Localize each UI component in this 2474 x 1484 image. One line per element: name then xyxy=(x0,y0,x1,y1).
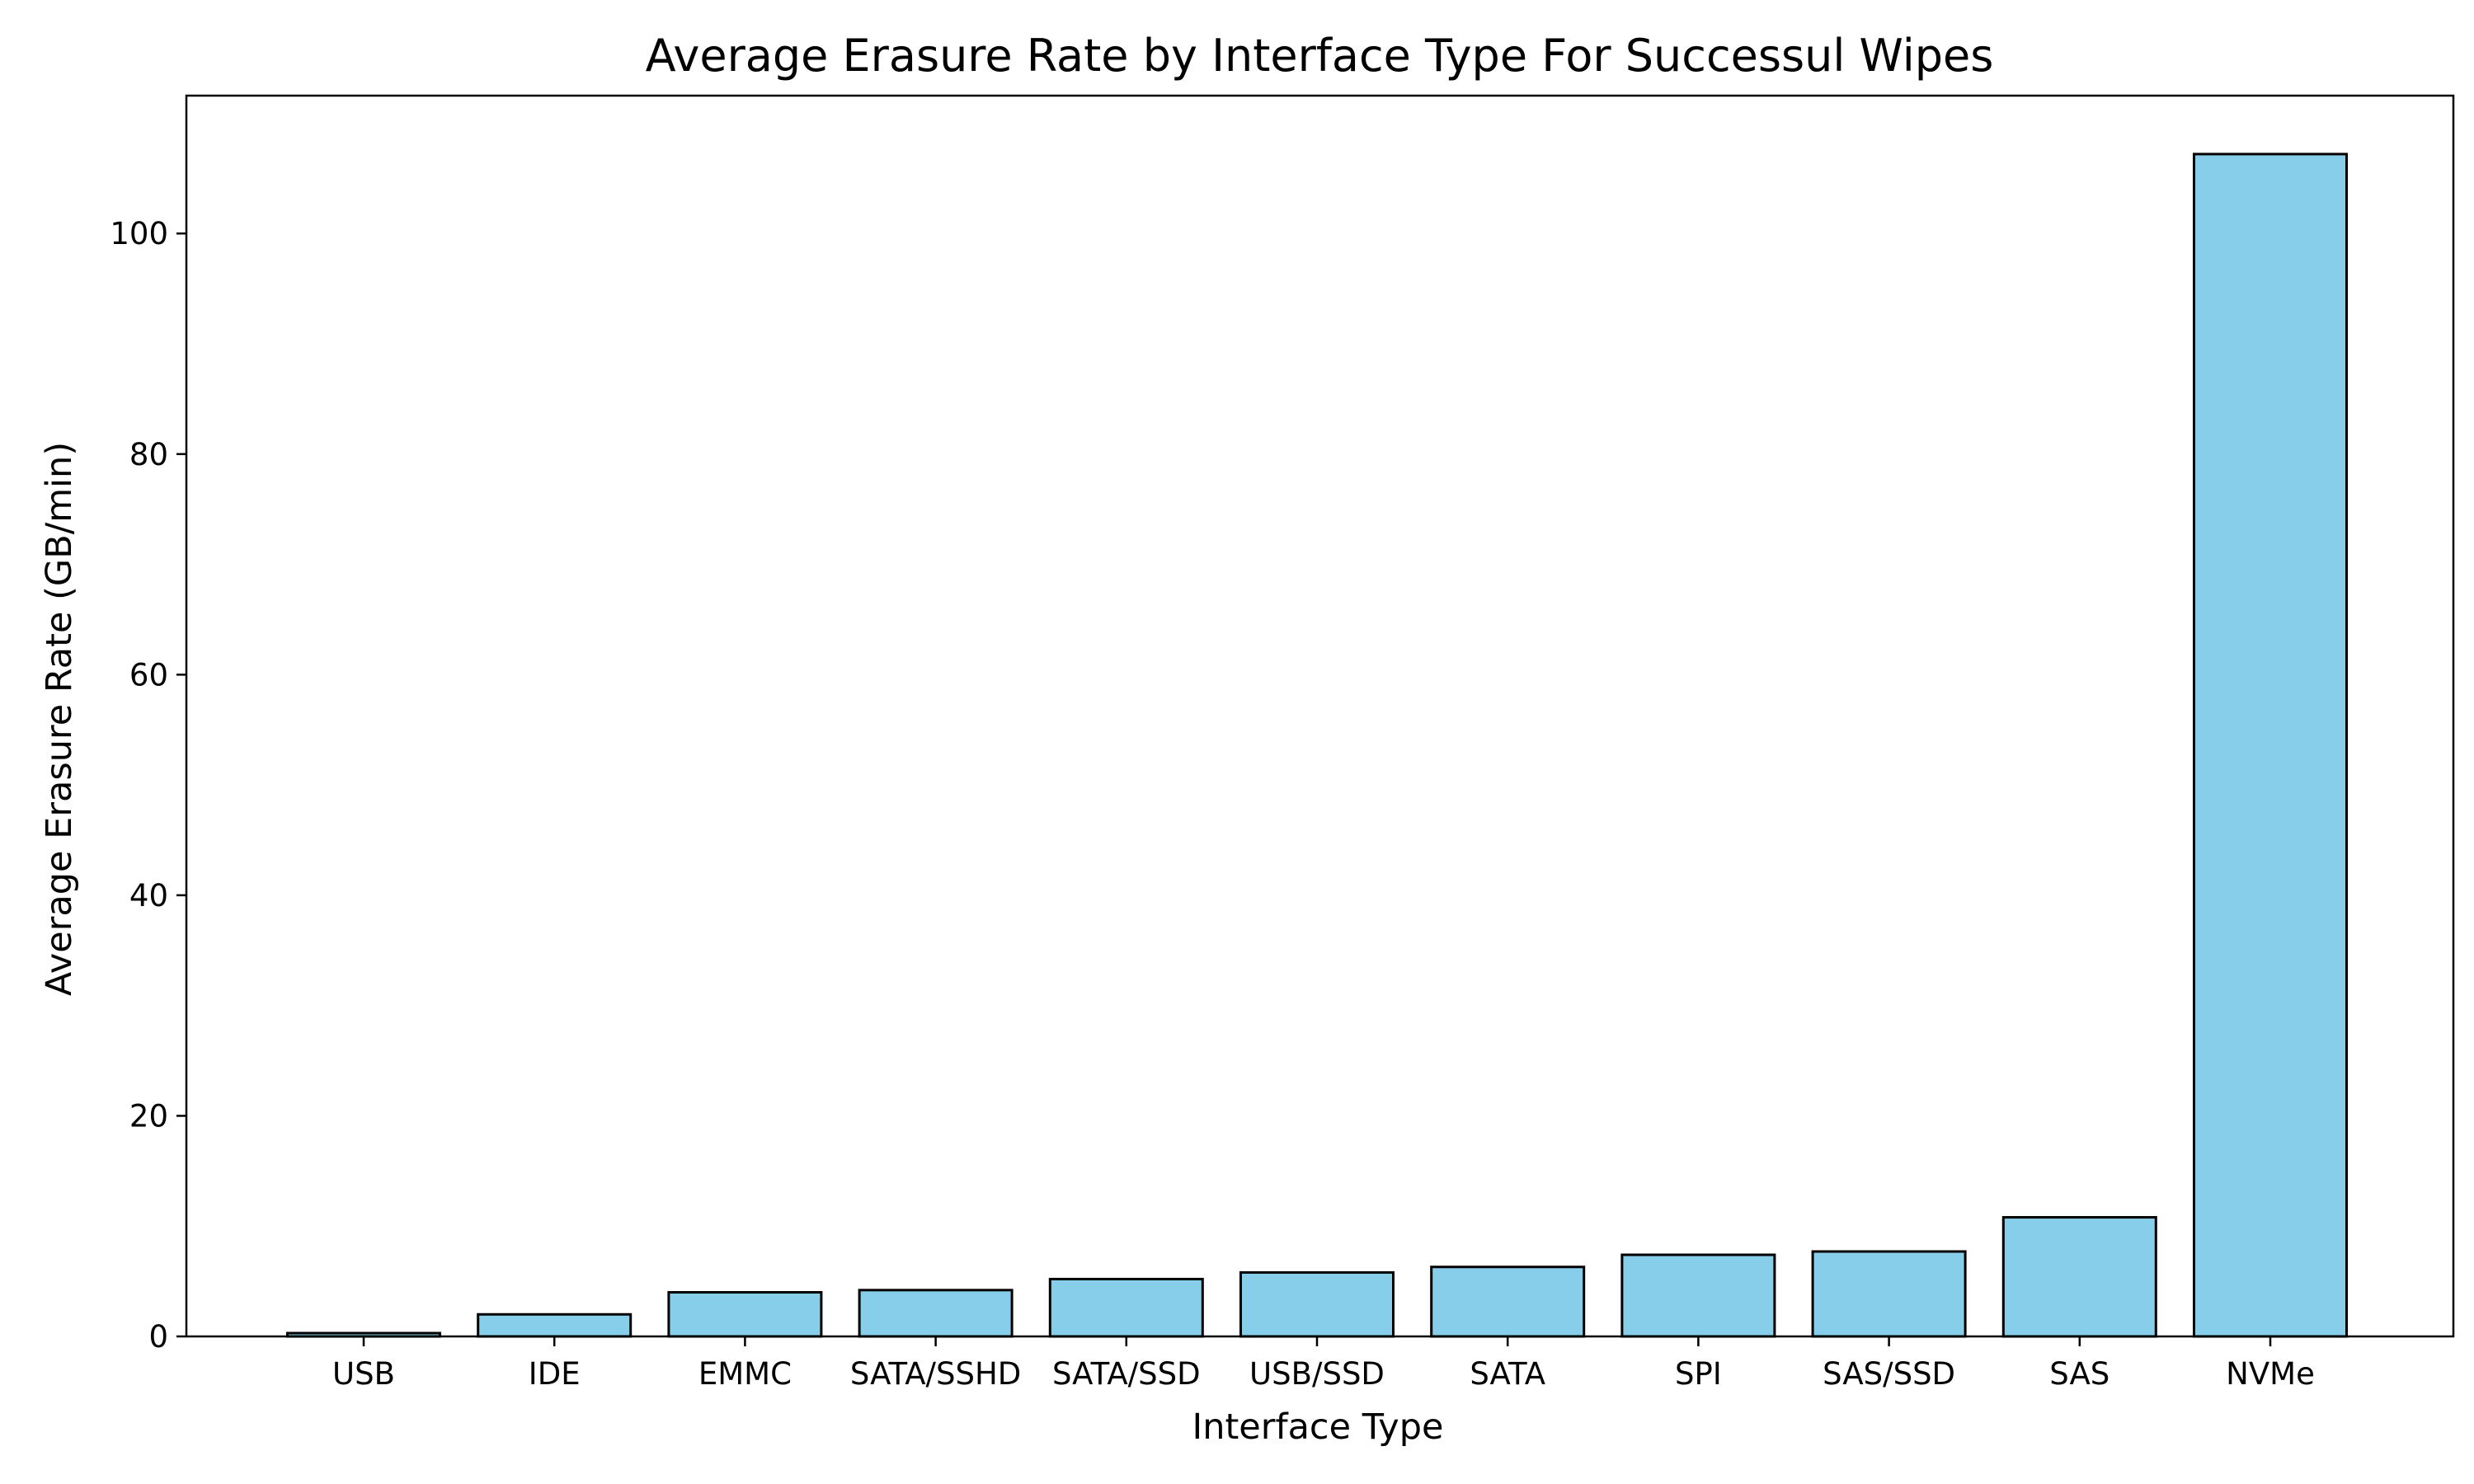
bar xyxy=(2001,1216,2157,1338)
x-tick-label: IDE xyxy=(529,1356,581,1392)
y-axis-label: Average Erasure Rate (GB/min) xyxy=(39,442,80,996)
x-tick-label: SAS/SSD xyxy=(1823,1356,1955,1392)
bar xyxy=(1048,1277,1204,1338)
x-tick-label: NVMe xyxy=(2226,1356,2315,1392)
bar xyxy=(858,1289,1014,1338)
bar xyxy=(477,1313,633,1338)
x-tick-label: SAS xyxy=(2049,1356,2109,1392)
y-tick-label: 100 xyxy=(110,216,168,251)
y-tick-label: 0 xyxy=(148,1319,168,1355)
x-tick-label: SATA/SSHD xyxy=(850,1356,1021,1392)
x-tick-label: SATA/SSD xyxy=(1052,1356,1201,1392)
y-tick-label: 20 xyxy=(129,1098,168,1134)
bars-group xyxy=(286,153,2348,1338)
x-tick-label: USB xyxy=(332,1356,395,1392)
bar xyxy=(1811,1250,1967,1338)
y-tick-label: 60 xyxy=(129,657,168,693)
y-axis-ticks: 0 20 40 60 80 100 xyxy=(110,216,186,1355)
plot-frame xyxy=(185,94,2455,1338)
y-tick-label: 40 xyxy=(129,878,168,913)
x-tick-label: SATA xyxy=(1470,1356,1545,1392)
bar xyxy=(1239,1270,1395,1338)
y-tick-label: 80 xyxy=(129,437,168,472)
chart-title: Average Erasure Rate by Interface Type F… xyxy=(646,30,1994,82)
x-tick-label: EMMC xyxy=(698,1356,792,1392)
x-axis-label: Interface Type xyxy=(1192,1407,1444,1448)
bar xyxy=(1620,1253,1776,1338)
bar xyxy=(1430,1266,1586,1338)
x-axis-ticks: USB IDE EMMC SATA/SSHD SATA/SSD USB/SSD SATA SP… xyxy=(332,1336,2315,1392)
x-tick-label: SPI xyxy=(1675,1356,1722,1392)
x-tick-label: USB/SSD xyxy=(1249,1356,1385,1392)
bar xyxy=(667,1290,823,1338)
bar xyxy=(2193,153,2348,1338)
